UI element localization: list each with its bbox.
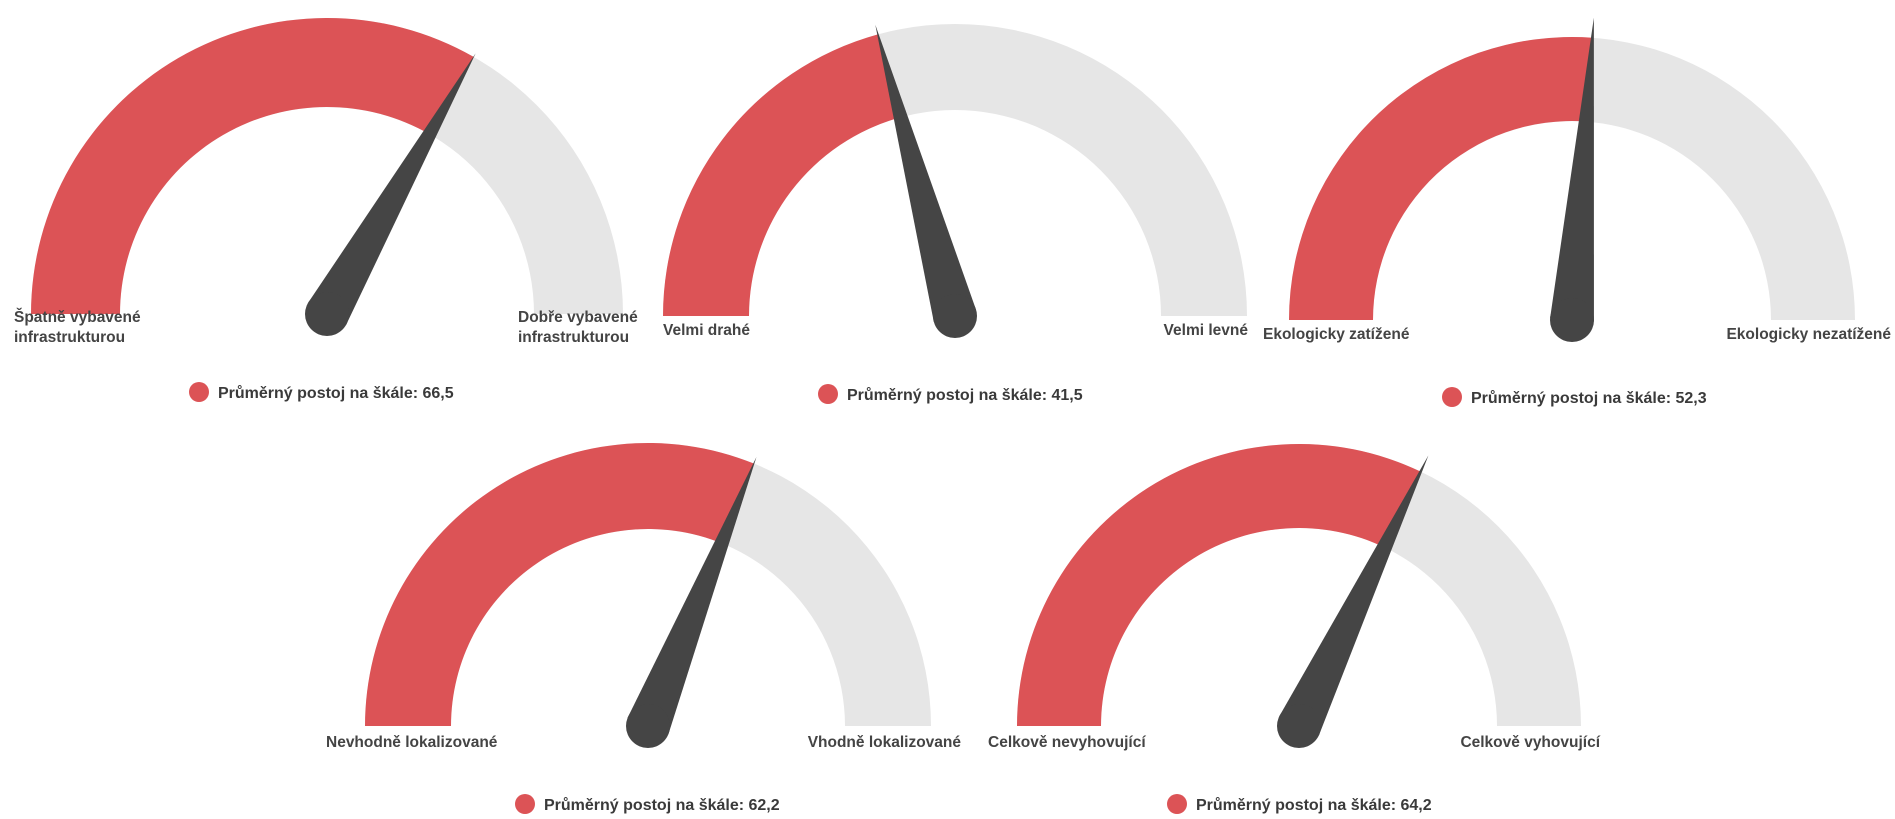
gauge-left-label: Nevhodně lokalizované <box>326 734 498 751</box>
gauge-needle-hub <box>626 704 670 748</box>
gauge-value-band <box>1289 37 1593 321</box>
gauge-value-band <box>365 442 754 726</box>
gauge-4: Nevhodně lokalizované Vhodně lokalizované… <box>326 442 962 814</box>
legend-label: Průměrný postoj na škále: 52,3 <box>1471 390 1707 407</box>
gauge-right-label: Velmi levné <box>1164 322 1249 339</box>
legend-label: Průměrný postoj na škále: 64,2 <box>1196 797 1432 814</box>
legend-marker <box>818 384 838 404</box>
gauge-left-label: Celkově nevyhovující <box>988 734 1146 751</box>
legend-label: Průměrný postoj na škále: 41,5 <box>847 387 1083 404</box>
gauge-right-label: Celkově vyhovující <box>1460 734 1600 751</box>
gauge-value-band <box>1017 444 1421 726</box>
gauge-needle-hub <box>1277 704 1321 748</box>
gauge-value-band <box>663 34 901 316</box>
gauge-needle <box>307 53 476 325</box>
gauge-left-label: Velmi drahé <box>663 322 750 339</box>
gauge-right-label: Dobře vybavené infrastrukturou <box>518 309 638 346</box>
gauge-5: Celkově nevyhovující Celkově vyhovující Pr… <box>988 444 1601 814</box>
legend-marker <box>1442 387 1462 407</box>
gauge-3: Ekologicky zatížené Ekologicky nezatížené… <box>1263 17 1891 407</box>
gauge-left-label: Ekologicky zatížené <box>1263 326 1410 343</box>
gauge-needle-hub <box>1550 298 1594 342</box>
gauge-needle <box>627 457 757 735</box>
gauge-needle-hub <box>305 292 349 336</box>
gauge-value-band <box>31 17 474 315</box>
legend-marker <box>515 794 535 814</box>
legend-label: Průměrný postoj na škále: 62,2 <box>544 797 780 814</box>
gauge-needle-hub <box>933 294 977 338</box>
gauge-1: Špatně vybavené infrastrukturou Dobře vyba… <box>14 17 638 402</box>
gauge-left-label: Špatně vybavené infrastrukturou <box>14 308 141 346</box>
legend-marker <box>189 382 209 402</box>
gauge-needle <box>1279 455 1429 736</box>
legend-label: Průměrný postoj na škále: 66,5 <box>218 385 454 402</box>
gauge-2: Velmi drahé Velmi levné Průměrný postoj na… <box>663 24 1248 404</box>
legend-marker <box>1167 794 1187 814</box>
gauge-right-label: Vhodně lokalizované <box>808 734 962 751</box>
gauge-right-label: Ekologicky nezatížené <box>1726 326 1891 343</box>
gauge-needle <box>875 24 977 322</box>
gauge-needle <box>1550 17 1594 322</box>
